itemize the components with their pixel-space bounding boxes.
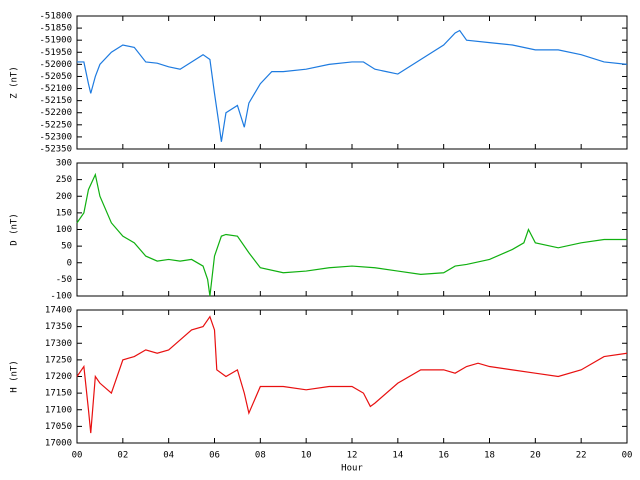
x-tick-label: 04 — [163, 451, 174, 461]
plot-frame — [76, 309, 628, 444]
y-axis-label: H (nT) — [10, 360, 20, 393]
x-tick-label: 22 — [576, 451, 587, 461]
y-tick-label: -51850 — [39, 24, 72, 34]
x-tick-label: 20 — [530, 451, 541, 461]
y-tick-label: 100 — [56, 225, 72, 235]
x-tick-label: 00 — [72, 451, 83, 461]
data-line — [77, 29, 628, 142]
x-axis-label: Hour — [341, 464, 363, 474]
y-tick-label: -52000 — [39, 60, 72, 70]
y-tick-label: -50 — [56, 275, 72, 285]
x-tick-label: 18 — [484, 451, 495, 461]
y-tick-label: 0 — [67, 258, 72, 268]
y-tick-label: 17100 — [45, 405, 72, 415]
y-tick-label: 150 — [56, 208, 72, 218]
y-tick-label: -51800 — [39, 12, 72, 22]
x-tick-label: 12 — [347, 451, 358, 461]
y-tick-label: -52250 — [39, 120, 72, 130]
y-tick-label: -52150 — [39, 96, 72, 106]
y-tick-label: -52200 — [39, 108, 72, 118]
y-tick-label: -51900 — [39, 36, 72, 46]
y-tick-label: 17250 — [45, 355, 72, 365]
y-tick-label: 50 — [61, 242, 72, 252]
y-tick-label: 200 — [56, 192, 72, 202]
x-tick-label: 08 — [255, 451, 266, 461]
y-tick-label: 300 — [56, 159, 72, 169]
x-tick-label: 00 — [622, 451, 633, 461]
y-tick-label: 17350 — [45, 322, 72, 332]
y-tick-label: -52350 — [39, 145, 72, 155]
data-line — [76, 172, 627, 297]
y-tick-label: 17050 — [45, 422, 72, 432]
y-tick-label: 17150 — [45, 389, 72, 399]
x-tick-label: 14 — [392, 451, 403, 461]
y-tick-label: 17300 — [45, 339, 72, 349]
x-tick-label: 02 — [117, 451, 128, 461]
y-tick-label: 17200 — [45, 372, 72, 382]
x-tick-label: 16 — [438, 451, 449, 461]
data-line — [76, 315, 628, 434]
y-tick-label: -100 — [50, 292, 72, 302]
y-tick-label: -52050 — [39, 72, 72, 82]
y-axis-label: D (nT) — [10, 213, 20, 246]
x-tick-label: 06 — [209, 451, 220, 461]
plot-frame — [76, 162, 628, 297]
y-tick-label: 250 — [56, 175, 72, 185]
y-tick-label: 17000 — [45, 439, 72, 449]
plot-frame — [76, 15, 628, 150]
y-tick-label: -52300 — [39, 132, 72, 142]
x-tick-label: 10 — [301, 451, 312, 461]
y-tick-label: -51950 — [39, 48, 72, 58]
y-tick-label: 17400 — [45, 306, 72, 316]
y-tick-label: -52100 — [39, 84, 72, 94]
y-axis-label: Z (nT) — [10, 66, 20, 99]
